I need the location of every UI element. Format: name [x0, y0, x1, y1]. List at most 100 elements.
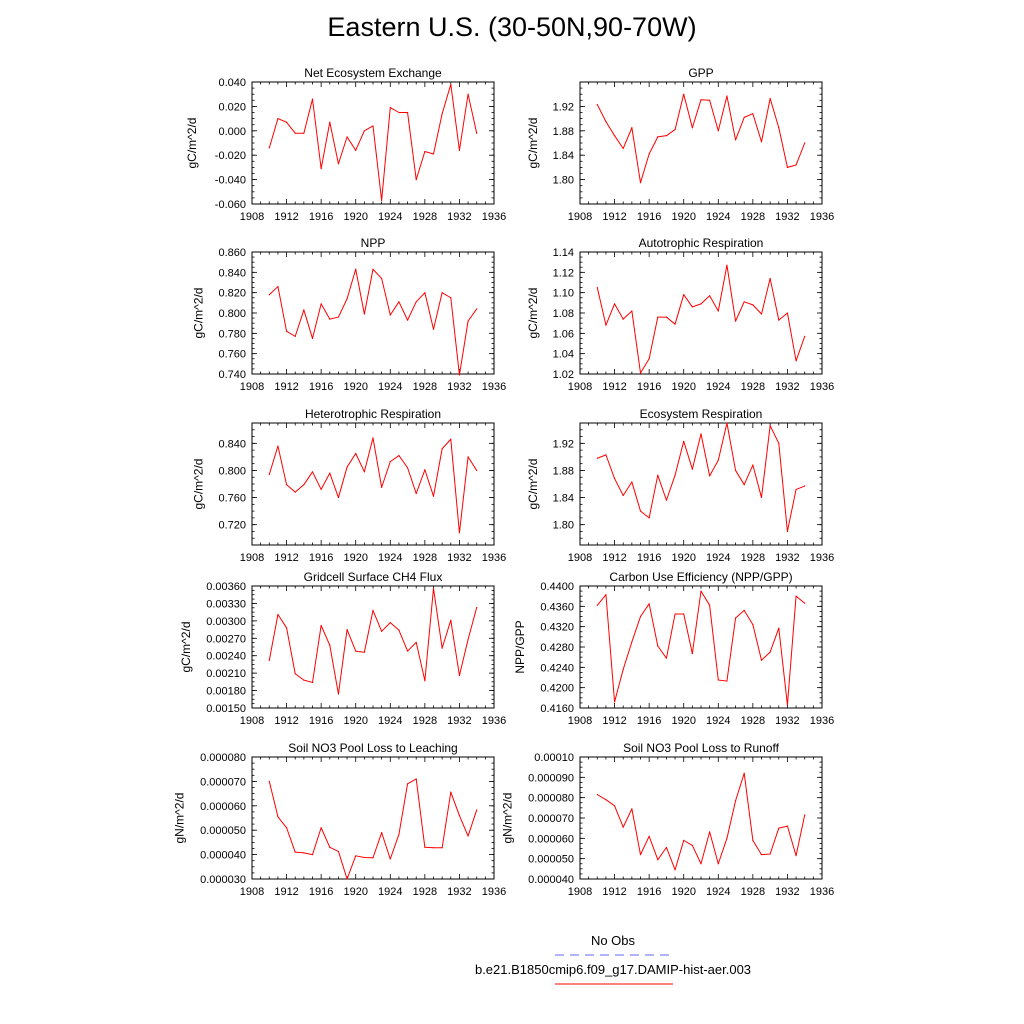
panel-title: Net Ecosystem Exchange: [304, 66, 442, 80]
data-point: [795, 595, 797, 597]
data-point: [415, 492, 417, 495]
data-point: [355, 452, 357, 455]
data-point: [743, 484, 745, 486]
x-tick-label: 1908: [240, 381, 264, 393]
x-tick-label: 1924: [706, 211, 730, 223]
data-point: [372, 125, 374, 127]
data-point: [734, 800, 737, 802]
data-point: [277, 285, 279, 288]
data-point: [734, 320, 737, 322]
x-tick-label: 1916: [309, 381, 333, 393]
series-line: [596, 590, 806, 706]
data-point: [613, 701, 616, 703]
data-point: [760, 313, 763, 315]
data-point: [657, 136, 659, 138]
x-tick-label: 1936: [810, 381, 834, 393]
y-tick-label: 1.14: [553, 247, 574, 259]
data-point: [804, 335, 806, 337]
data-point: [389, 461, 391, 463]
x-tick-label: 1936: [810, 886, 834, 898]
data-point: [476, 809, 478, 811]
y-tick-label: 1.88: [553, 465, 574, 477]
y-tick-label: 0.4160: [540, 703, 574, 715]
x-tick-label: 1920: [343, 715, 367, 727]
data-point: [329, 846, 331, 848]
panel-3: 1908 1912 1916 1920 1924 1928 1932 1936 1.02 1.04…: [526, 236, 834, 393]
data-point: [467, 638, 469, 641]
data-point: [337, 163, 340, 165]
x-tick-label: 1928: [741, 211, 765, 223]
data-point: [450, 83, 452, 86]
data-point: [432, 587, 435, 589]
series-line: [268, 268, 478, 376]
y-tick-label: 0.860: [218, 247, 246, 259]
x-tick-label: 1912: [602, 715, 626, 727]
data-point: [398, 301, 400, 303]
y-tick-label: 0.00180: [206, 686, 246, 698]
panel-frame: [579, 756, 823, 880]
x-tick-label: 1916: [637, 715, 661, 727]
data-point: [674, 869, 676, 871]
data-point: [337, 850, 340, 853]
data-point: [743, 609, 745, 612]
data-point: [622, 494, 624, 497]
x-tick-label: 1928: [413, 715, 437, 727]
series-line: [597, 422, 805, 532]
y-tick-label: 0.4360: [540, 601, 574, 613]
data-point: [277, 118, 279, 120]
data-point: [709, 831, 711, 833]
y-tick-label: 1.02: [553, 369, 574, 381]
series-line: [596, 93, 806, 184]
figure-title: Eastern U.S. (30-50N,90-70W): [327, 12, 697, 42]
x-tick-label: 1908: [240, 886, 264, 898]
y-tick-label: 0.4200: [540, 683, 574, 695]
data-point: [458, 149, 461, 151]
x-tick-label: 1924: [378, 552, 402, 564]
y-tick-label: 0.4320: [540, 622, 574, 634]
data-point: [665, 135, 668, 137]
data-point: [311, 854, 314, 856]
data-point: [665, 499, 668, 501]
y-tick-label: 1.04: [553, 349, 574, 361]
data-point: [778, 127, 780, 129]
y-tick-label: 0.000070: [200, 776, 246, 788]
data-point: [389, 858, 391, 860]
data-point: [613, 805, 616, 807]
data-point: [268, 147, 270, 149]
data-point: [303, 132, 305, 134]
data-point: [709, 475, 711, 477]
data-point: [786, 312, 789, 314]
data-point: [277, 445, 279, 447]
x-tick-label: 1916: [309, 715, 333, 727]
data-point: [743, 772, 745, 774]
y-tick-label: 1.88: [553, 126, 574, 138]
data-point: [596, 604, 598, 606]
data-point: [346, 466, 348, 468]
x-tick-label: 1932: [447, 211, 471, 223]
panel-frame: [579, 251, 823, 375]
data-point: [432, 328, 435, 330]
panel-frame: [251, 81, 495, 205]
data-point: [795, 360, 797, 362]
y-tick-label: 0.00300: [206, 616, 246, 628]
panel-title: Heterotrophic Respiration: [305, 407, 441, 421]
y-tick-label: 0.000080: [200, 752, 246, 764]
data-point: [458, 532, 461, 534]
data-point: [372, 437, 374, 439]
y-tick-label: 0.020: [218, 101, 246, 113]
data-point: [294, 335, 296, 337]
data-point: [726, 837, 728, 839]
y-tick-label: 0.00240: [206, 651, 246, 663]
data-point: [778, 319, 780, 321]
data-point: [406, 111, 409, 114]
data-point: [674, 613, 676, 615]
data-point: [674, 128, 676, 131]
data-point: [605, 121, 607, 123]
data-point: [441, 847, 443, 849]
data-point: [285, 827, 288, 829]
data-point: [769, 97, 771, 100]
data-point: [406, 319, 409, 321]
panel-title: Soil NO3 Pool Loss to Runoff: [623, 741, 780, 755]
data-point: [467, 835, 469, 837]
data-point: [700, 590, 702, 592]
